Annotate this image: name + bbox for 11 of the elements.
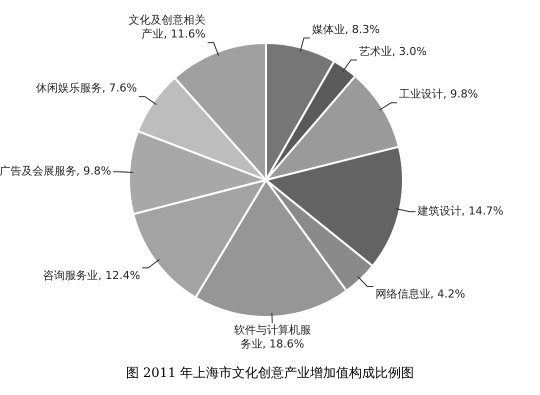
slice-label: 媒体业, 8.3%	[312, 22, 380, 36]
slice-label: 工业设计, 9.8%	[399, 88, 478, 101]
slice-label: 网络信息业, 4.2%	[375, 287, 466, 300]
slice-label: 软件与计算机服务业, 18.6%	[234, 324, 311, 351]
slice-label: 广告及会展服务, 9.8%	[0, 164, 112, 178]
slice-label: 建筑设计, 14.7%	[416, 204, 504, 218]
slice-label: 休闲娱乐服务, 7.6%	[36, 81, 137, 94]
slice-label: 艺术业, 3.0%	[358, 44, 427, 58]
slice-label: 文化及创意相关产业, 11.6%	[128, 14, 206, 41]
slice-label: 咨询服务业, 12.4%	[43, 268, 140, 282]
text: 图 2011 年上海市文化创意产业增加值构成比例图	[124, 365, 416, 382]
